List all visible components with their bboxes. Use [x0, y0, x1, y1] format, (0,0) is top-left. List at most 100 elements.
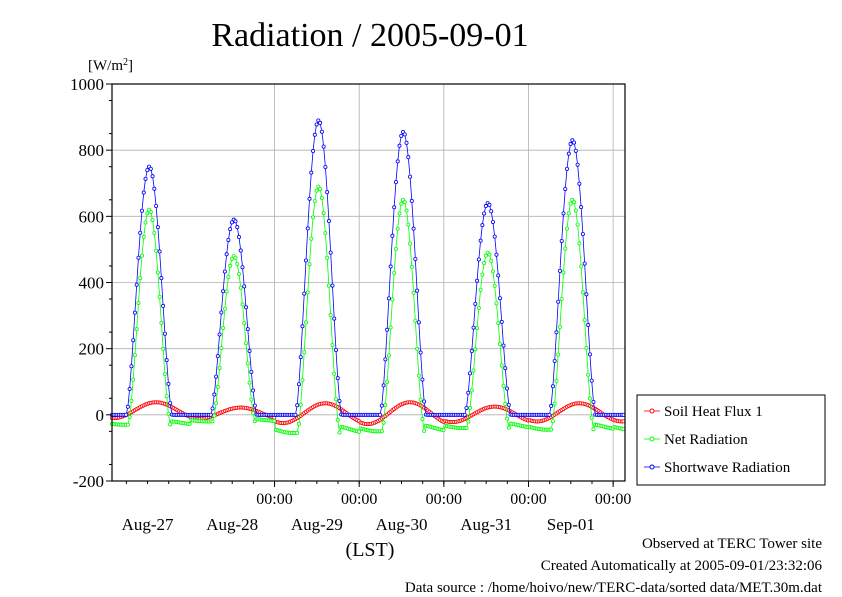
series-point — [411, 290, 416, 295]
x-axis-label: (LST) — [346, 539, 395, 561]
series-point — [159, 276, 164, 281]
series-point — [302, 350, 307, 355]
series-point — [244, 341, 249, 346]
series-point — [379, 403, 384, 408]
series-point — [584, 346, 589, 351]
series-point — [582, 318, 587, 323]
series-point — [154, 203, 159, 208]
series-point — [475, 326, 480, 331]
series-point — [501, 343, 506, 348]
series-point — [298, 402, 303, 407]
series-point — [252, 403, 257, 408]
series-point — [145, 168, 150, 173]
series-point — [556, 299, 561, 304]
series-point — [229, 256, 234, 261]
y-tick-label: 1000 — [70, 75, 104, 94]
series-point — [549, 427, 554, 432]
series-point — [466, 390, 471, 395]
series-point — [386, 296, 391, 301]
series-point — [563, 246, 568, 251]
series-layer — [110, 118, 626, 436]
series-point — [559, 238, 564, 243]
y-axis-label: [W/m2] — [88, 57, 133, 75]
series-point — [497, 342, 502, 347]
series-point — [309, 170, 314, 175]
series-point — [503, 402, 508, 407]
y-tick-label: 200 — [79, 340, 105, 359]
series-point — [212, 392, 217, 397]
legend-label: Soil Heat Flux 1 — [664, 404, 763, 420]
series-point — [573, 148, 578, 153]
series-point — [136, 255, 141, 260]
series-point — [381, 420, 386, 425]
series-point — [413, 257, 418, 262]
series-point — [143, 176, 148, 181]
series-point — [124, 412, 129, 417]
series-point — [143, 220, 148, 225]
series-point — [328, 313, 333, 318]
series-point — [166, 411, 171, 416]
x-date-label: Aug-29 — [291, 515, 343, 534]
series-point — [219, 346, 224, 351]
series-point — [141, 234, 146, 239]
series-point — [233, 219, 238, 224]
series-point — [408, 241, 413, 246]
series-point — [587, 396, 592, 401]
series-point — [318, 187, 323, 192]
series-point — [302, 291, 307, 296]
legend-marker — [649, 436, 655, 442]
series-point — [228, 263, 233, 268]
series-point — [489, 209, 494, 214]
legend-box — [636, 394, 826, 486]
series-point — [591, 399, 596, 404]
series-point — [579, 264, 584, 269]
series-point — [404, 208, 409, 213]
series-point — [157, 294, 162, 299]
series-point — [476, 305, 481, 310]
series-point — [295, 430, 300, 435]
x-tick-time-label: 00:00 — [256, 491, 292, 508]
series-line — [112, 119, 624, 416]
series-point — [506, 425, 511, 430]
series-point — [309, 236, 314, 241]
series-point — [166, 381, 171, 386]
series-point — [385, 379, 390, 384]
series-point — [298, 355, 303, 360]
series-point — [141, 190, 146, 195]
series-point — [575, 222, 580, 227]
series-point — [480, 272, 485, 277]
series-point — [326, 283, 331, 288]
series-point — [300, 324, 305, 329]
series-point — [402, 132, 407, 137]
series-point — [332, 371, 337, 376]
series-point — [554, 378, 559, 383]
legend: Soil Heat Flux 1 Net Radiation Shortwave R… — [636, 394, 826, 486]
series-point — [487, 252, 492, 257]
series-point — [557, 268, 562, 273]
series-point — [335, 417, 340, 422]
series-point — [416, 373, 421, 378]
series-point — [392, 270, 397, 275]
series-point — [235, 261, 240, 266]
series-point — [152, 230, 157, 235]
series-point — [390, 233, 395, 238]
x-date-label: Aug-31 — [460, 515, 512, 534]
series-point — [379, 429, 384, 434]
series-point — [247, 349, 252, 354]
legend-label: Shortwave Radiation — [664, 460, 791, 476]
series-point — [210, 406, 215, 411]
series-point — [561, 211, 566, 216]
series-point — [565, 166, 570, 171]
grid-lines — [112, 84, 625, 481]
series-point — [420, 377, 425, 382]
series-point — [236, 271, 241, 276]
series-point — [219, 310, 224, 315]
series-point — [311, 215, 316, 220]
series-point — [356, 429, 361, 434]
series-point — [226, 237, 231, 242]
series-point — [312, 199, 317, 204]
series-point — [390, 297, 395, 302]
series-point — [563, 186, 568, 191]
series-point — [492, 234, 497, 239]
